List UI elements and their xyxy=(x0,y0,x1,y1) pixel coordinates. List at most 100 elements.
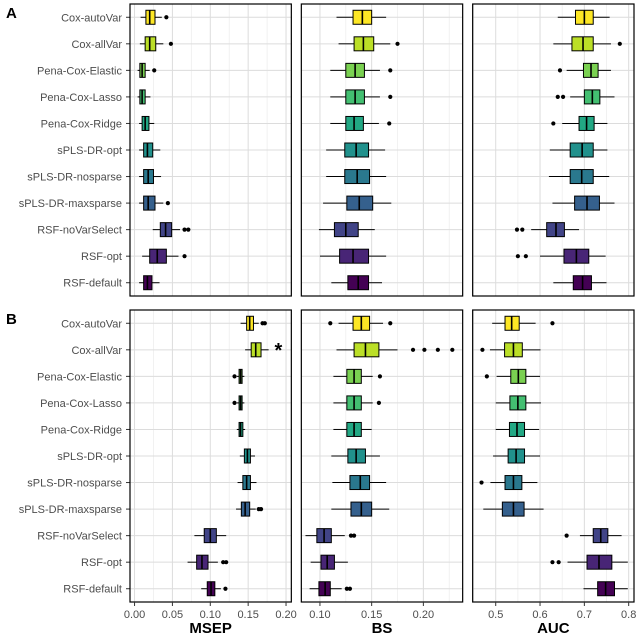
boxplot-B-MSEP-RSF-opt xyxy=(187,554,229,570)
boxplot-B-MSEP-Pena-Cox-Elastic xyxy=(232,368,245,384)
outlier-dot xyxy=(617,41,622,46)
outlier-dot xyxy=(520,227,525,232)
outlier-dot xyxy=(221,560,226,565)
boxplot-B-AUC-RSF-noVarSelect xyxy=(564,528,622,544)
xtick-label: 0.8 xyxy=(621,609,636,621)
panel-B-MSEP xyxy=(129,309,292,603)
ytick-label-Cox-allVar: Cox-allVar xyxy=(71,39,122,51)
outlier-dot xyxy=(376,400,381,406)
boxplot-A-BS-Pena-Cox-Elastic xyxy=(330,62,393,78)
outlier-dot xyxy=(388,94,393,100)
ytick-label-sPLS-DR-maxsparse: sPLS-DR-maxsparse xyxy=(19,504,122,516)
boxplot-A-AUC-Pena-Cox-Elastic xyxy=(557,62,611,78)
boxplot-B-MSEP-RSF-noVarSelect xyxy=(194,528,227,544)
axis-title-AUC: AUC xyxy=(537,620,570,636)
boxplot-A-AUC-sPLS-DR-nosparse xyxy=(548,169,610,185)
boxplot-B-MSEP-Cox-autoVar xyxy=(240,315,267,331)
ytick-label-sPLS-DR-maxsparse: sPLS-DR-maxsparse xyxy=(19,198,122,210)
boxplot-A-BS-sPLS-DR-opt xyxy=(326,142,386,158)
boxplot-B-AUC-RSF-default xyxy=(583,581,628,597)
boxplot-B-MSEP-sPLS-DR-opt xyxy=(239,448,255,464)
ytick-label-RSF-noVarSelect: RSF-noVarSelect xyxy=(37,531,122,543)
boxplot-A-BS-Pena-Cox-Lasso xyxy=(330,89,393,105)
box xyxy=(339,248,370,264)
outlier-dot xyxy=(223,586,228,591)
box xyxy=(143,195,156,211)
outlier-dot xyxy=(395,41,400,46)
outlier-dot xyxy=(344,586,349,591)
boxplot-B-BS-Pena-Cox-Elastic xyxy=(333,368,383,384)
boxplot-A-BS-RSF-noVarSelect xyxy=(318,222,375,238)
boxplot-A-AUC-Pena-Cox-Lasso xyxy=(555,89,615,105)
outlier-dot xyxy=(550,560,555,565)
ytick-label-sPLS-DR-nosparse: sPLS-DR-nosparse xyxy=(27,172,122,184)
ytick-label-Pena-Cox-Ridge: Pena-Cox-Ridge xyxy=(41,118,122,130)
boxplot-B-AUC-Cox-autoVar xyxy=(492,315,555,331)
xtick-label: 0.20 xyxy=(275,609,296,621)
boxplot-A-MSEP-Pena-Cox-Lasso xyxy=(137,89,151,105)
annotation-asterisk: * xyxy=(275,340,283,362)
box xyxy=(353,342,380,358)
boxplot-A-MSEP-Pena-Cox-Ridge xyxy=(139,115,155,131)
axis-title-MSEP: MSEP xyxy=(189,620,232,636)
boxplot-A-BS-sPLS-DR-maxsparse xyxy=(323,195,392,211)
boxplot-A-BS-Cox-autoVar xyxy=(336,9,387,25)
boxplot-A-MSEP-Cox-autoVar xyxy=(140,9,169,25)
outlier-dot xyxy=(351,533,357,538)
panel-letter-A: A xyxy=(6,5,17,22)
panel-border xyxy=(300,309,464,603)
outlier-dot xyxy=(224,560,229,565)
outlier-dot xyxy=(555,94,560,100)
boxplot-A-BS-sPLS-DR-nosparse xyxy=(326,169,387,185)
outlier-dot xyxy=(387,121,392,126)
boxplot-A-BS-Cox-allVar xyxy=(338,36,400,52)
panel-letter-B: B xyxy=(6,311,17,328)
ytick-label-Pena-Cox-Lasso: Pena-Cox-Lasso xyxy=(40,92,122,104)
axis-title-BS: BS xyxy=(372,620,393,636)
boxplot-A-AUC-Cox-autoVar xyxy=(557,9,610,25)
panel-B-BS xyxy=(300,309,464,603)
outlier-dot xyxy=(564,533,569,538)
boxplot-B-AUC-Pena-Cox-Elastic xyxy=(484,368,541,384)
outlier-dot xyxy=(484,374,489,379)
boxplot-B-BS-Cox-allVar xyxy=(336,342,455,358)
xtick-label: 0.7 xyxy=(577,609,592,621)
ytick-label-RSF-opt: RSF-opt xyxy=(81,251,122,263)
outlier-dot xyxy=(422,347,427,352)
boxplot-B-BS-sPLS-DR-opt xyxy=(331,448,380,464)
ytick-label-RSF-noVarSelect: RSF-noVarSelect xyxy=(37,225,122,237)
xtick-label: 0.5 xyxy=(488,609,503,621)
boxplot-B-AUC-Pena-Cox-Lasso xyxy=(495,395,541,411)
outlier-dot xyxy=(523,254,528,259)
ytick-label-RSF-opt: RSF-opt xyxy=(81,557,122,569)
boxplot-B-MSEP-sPLS-DR-maxsparse xyxy=(236,501,264,517)
boxplot-A-MSEP-RSF-opt xyxy=(142,248,187,264)
boxplot-B-BS-RSF-opt xyxy=(310,554,348,570)
outlier-dot xyxy=(550,321,555,326)
ytick-label-RSF-default: RSF-default xyxy=(63,584,122,596)
boxplot-B-BS-RSF-default xyxy=(309,581,353,597)
outlier-dot xyxy=(388,68,393,73)
boxplot-A-MSEP-RSF-default xyxy=(139,275,160,291)
outlier-dot xyxy=(182,254,187,259)
xtick-label: 0.05 xyxy=(162,609,183,621)
boxplot-B-BS-sPLS-DR-nosparse xyxy=(332,475,387,491)
ytick-label-Pena-Cox-Elastic: Pena-Cox-Elastic xyxy=(37,65,122,77)
outlier-dot xyxy=(480,347,485,352)
boxplot-B-MSEP-sPLS-DR-nosparse xyxy=(237,475,257,491)
outlier-dot xyxy=(515,254,520,259)
outlier-dot xyxy=(560,94,566,100)
boxplot-A-AUC-sPLS-DR-maxsparse xyxy=(552,195,615,211)
boxplot-B-AUC-sPLS-DR-nosparse xyxy=(479,475,538,491)
boxplot-A-MSEP-sPLS-DR-maxsparse xyxy=(139,195,170,211)
panel-A-AUC xyxy=(472,3,635,297)
boxplot-A-AUC-Pena-Cox-Ridge xyxy=(551,115,608,131)
outlier-dot xyxy=(347,586,353,591)
boxplot-B-AUC-sPLS-DR-maxsparse xyxy=(483,501,544,517)
boxplot-B-BS-Pena-Cox-Lasso xyxy=(333,395,381,411)
xtick-label: 0.20 xyxy=(413,609,434,621)
boxplot-B-AUC-sPLS-DR-opt xyxy=(493,448,541,464)
ytick-label-Cox-autoVar: Cox-autoVar xyxy=(61,12,122,24)
ytick-label-Pena-Cox-Lasso: Pena-Cox-Lasso xyxy=(40,398,122,410)
